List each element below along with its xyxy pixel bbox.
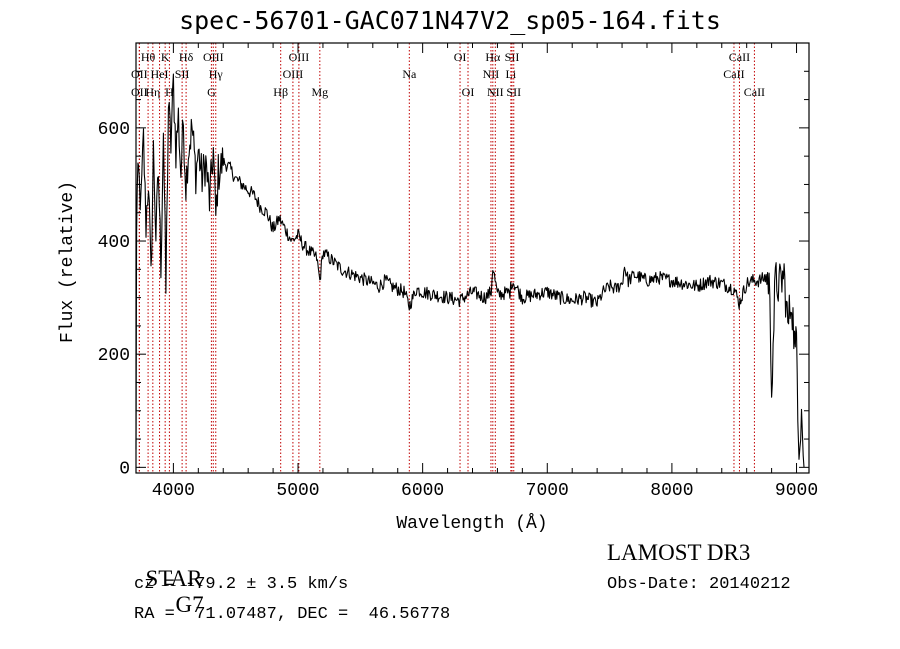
line-label: OI: [454, 50, 467, 64]
x-axis-label: Wavelength (Å): [396, 513, 547, 534]
x-tick-label: 7000: [526, 481, 569, 501]
line-label: G: [207, 85, 216, 99]
line-label: OI: [462, 85, 475, 99]
line-label: Li: [506, 67, 517, 81]
line-label: OIII: [203, 50, 224, 64]
line-label: K: [161, 50, 170, 64]
line-label: CaII: [744, 85, 765, 99]
line-label: SII: [506, 85, 521, 99]
spectrum-line: [135, 73, 805, 468]
redshift-value: cz = -79.2 ± 3.5 km/s: [134, 575, 349, 594]
line-label: Hγ: [209, 67, 224, 81]
line-label: H: [165, 85, 174, 99]
axes: 4000 5000 6000 7000 8000 9000 0 200 400 600: [98, 42, 818, 501]
line-label: Hδ: [179, 50, 194, 64]
line-label: NII: [487, 85, 504, 99]
line-label: Hβ: [273, 85, 288, 99]
line-label: SII: [505, 50, 520, 64]
line-label: CaII: [723, 67, 744, 81]
line-label: OII: [131, 67, 148, 81]
chart-title: spec-56701-GAC071N47V2_sp05-164.fits: [179, 6, 721, 35]
sky-coordinates: RA = 71.07487, DEC = 46.56778: [134, 605, 451, 624]
line-label: NII: [483, 67, 500, 81]
x-tick-label: 8000: [650, 481, 693, 501]
survey-name: LAMOST DR3: [607, 540, 751, 565]
x-tick-label: 6000: [401, 481, 444, 501]
y-axis-label: Flux (relative): [58, 181, 78, 343]
line-label: OIII: [289, 50, 310, 64]
line-label: Hα: [485, 50, 501, 64]
object-class: STAR: [145, 566, 203, 591]
line-label: Hη: [145, 85, 160, 99]
observation-date: Obs-Date: 20140212: [607, 575, 791, 594]
y-tick-label: 0: [119, 459, 130, 479]
y-tick-label: 400: [98, 233, 130, 253]
y-tick-label: 200: [98, 346, 130, 366]
line-label: Hθ: [141, 50, 156, 64]
plot-frame: [135, 42, 810, 474]
x-tick-label: 9000: [775, 481, 818, 501]
line-label: SII: [175, 67, 190, 81]
x-tick-label: 4000: [152, 481, 195, 501]
x-tick-label: 5000: [276, 481, 319, 501]
spectrum-series: [135, 73, 805, 468]
y-tick-label: 600: [98, 120, 130, 140]
line-label: Na: [402, 67, 417, 81]
line-label: Mg: [311, 85, 328, 99]
line-label: CaII: [729, 50, 750, 64]
line-label: OII: [131, 85, 148, 99]
line-label: OIII: [283, 67, 304, 81]
line-label: HeI: [151, 67, 169, 81]
object-subclass: G7: [175, 592, 204, 617]
